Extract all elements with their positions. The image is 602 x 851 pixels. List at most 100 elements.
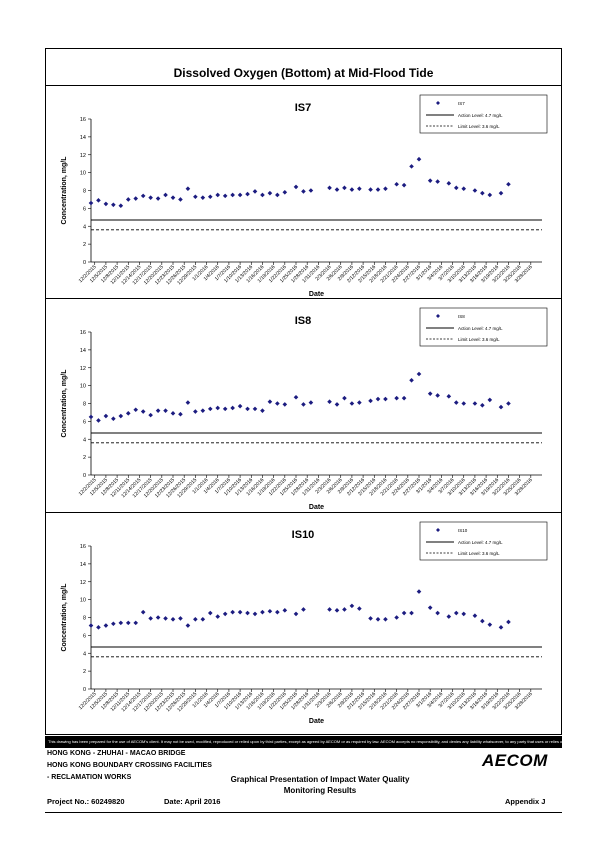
y-tick-label: 10 [80,384,86,390]
footer-project-line2: HONG KONG BOUNDARY CROSSING FACILITIES [47,762,212,769]
y-tick-label: 16 [80,117,86,123]
data-point [96,625,101,630]
data-point [252,406,258,412]
data-point [125,197,131,202]
data-point [472,401,478,406]
legend-series-label: IS8 [458,314,465,319]
data-point [222,406,228,412]
data-point [245,610,250,616]
data-point [252,611,258,617]
data-point [96,418,101,423]
data-point [368,616,373,621]
data-point [394,615,399,620]
drawing-frame [45,48,562,735]
y-tick-label: 2 [83,242,86,248]
data-point [327,607,332,612]
data-point [357,186,362,192]
data-point [170,195,176,200]
data-point [461,186,467,192]
data-point [267,190,273,196]
y-tick-label: 0 [83,687,86,693]
x-axis-label: Date [309,718,324,725]
data-point [301,189,306,194]
data-point [487,192,493,198]
y-tick-label: 10 [80,171,86,177]
data-point [215,405,221,411]
data-point [409,610,414,616]
data-point [275,192,280,198]
data-point [215,614,221,619]
data-point [163,408,168,413]
data-point [342,607,347,612]
data-point [446,614,452,619]
footer-divider [45,812,562,813]
y-tick-label: 16 [80,330,86,336]
y-tick-label: 2 [83,455,86,461]
data-point [416,371,422,377]
data-point [357,400,362,405]
data-point [163,616,168,621]
data-point [193,616,198,622]
y-tick-label: 12 [80,366,86,372]
data-point [140,193,146,199]
data-point [498,190,504,196]
aecom-logo: AECOM [482,751,548,770]
data-point [200,408,206,413]
data-point [245,406,250,412]
data-point [480,618,485,624]
data-point [163,192,168,198]
data-point [383,616,388,622]
data-point [103,623,109,628]
legend-limit-label: Limit Level: 3.6 mg/L [458,124,500,129]
data-point [427,178,433,183]
data-point [207,610,213,616]
data-point [275,609,280,615]
data-point [375,616,381,622]
y-axis-label: Concentration, mg/L [61,369,68,438]
data-point [375,396,381,402]
data-point [88,200,94,206]
chart-panel-is7: IS7 0 2 4 6 8 10 12 14 16 Concentration, mg/L 12/2/… [46,85,561,298]
data-point [327,185,332,191]
legend-limit-label: Limit Level: 3.6 mg/L [458,337,500,342]
x-axis-label: Date [309,504,324,511]
data-point [118,620,124,626]
data-point [293,184,299,190]
data-point [155,408,161,413]
data-point [237,192,243,198]
legend-marker [436,528,440,532]
y-tick-label: 14 [80,348,86,354]
data-point [275,401,280,406]
data-point [349,187,355,192]
data-point [308,188,314,193]
data-point [178,616,183,621]
data-point [427,605,433,610]
data-point [435,179,440,184]
data-point [301,402,306,407]
data-point [334,608,340,613]
data-point [334,402,340,407]
data-point [125,620,131,626]
data-point [480,402,485,408]
data-point [487,622,493,627]
x-axis-label: Date [309,291,324,298]
disclaimer-bar: This drawing has been prepared for the u… [45,736,562,748]
y-axis-label: Concentration, mg/L [61,583,68,652]
data-point [193,194,198,200]
y-axis-label: Concentration, mg/L [61,156,68,225]
data-point [140,409,146,414]
data-point [461,401,467,406]
data-point [342,185,347,191]
data-point [383,396,388,402]
data-point [282,189,288,195]
legend-box [419,521,548,561]
data-point [453,185,459,191]
data-point [237,609,243,615]
y-tick-label: 12 [80,580,86,586]
footer-project-line1: HONG KONG - ZHUHAI - MACAO BRIDGE [47,750,186,757]
data-point [487,397,493,403]
data-point [178,197,183,202]
data-point [401,610,407,616]
